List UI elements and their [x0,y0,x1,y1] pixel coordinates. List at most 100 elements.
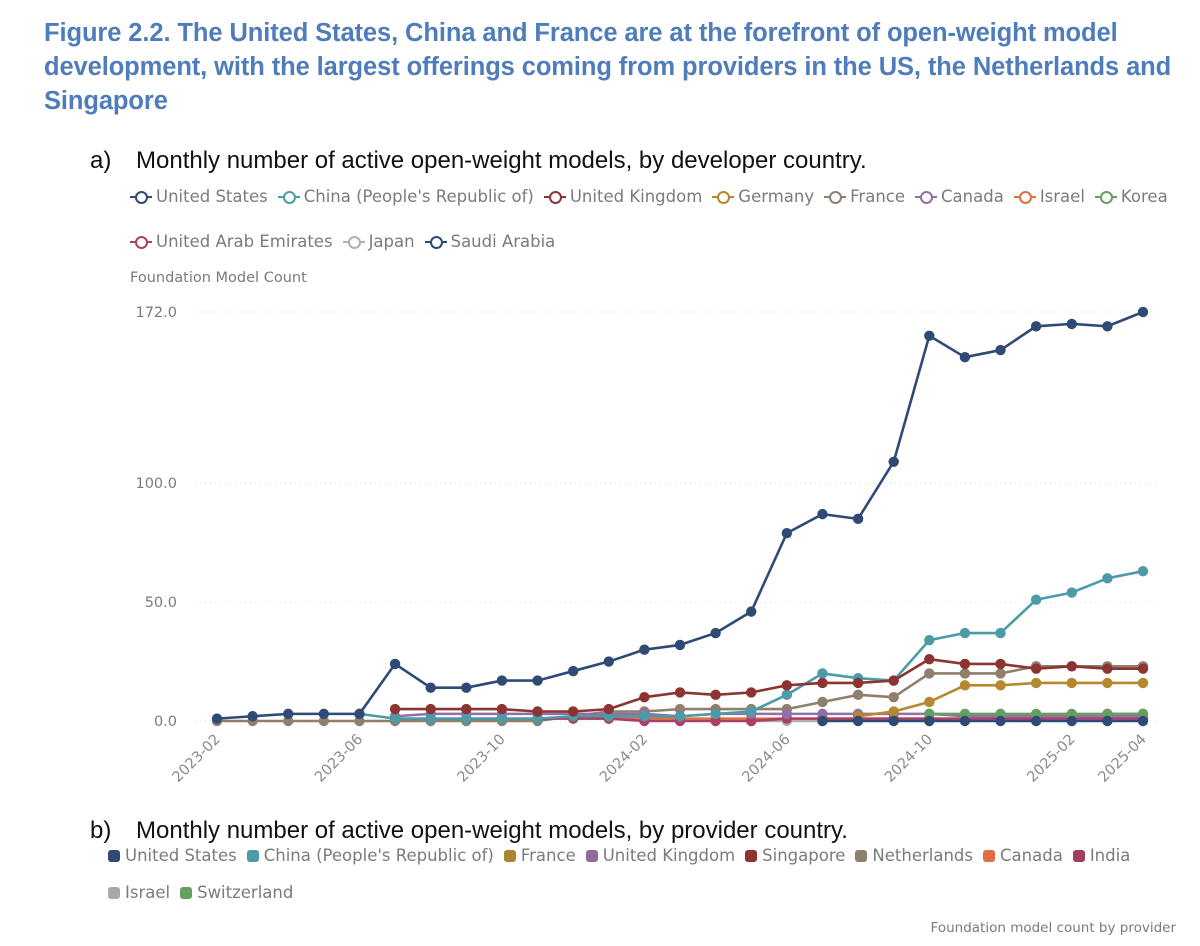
data-point[interactable] [959,680,971,691]
data-point[interactable] [318,715,330,727]
b-legend-item[interactable]: Israel [108,874,170,911]
series-saudi-arabia[interactable] [817,715,1149,727]
data-point[interactable] [1137,677,1149,689]
data-point[interactable] [532,675,543,686]
data-point[interactable] [247,711,258,722]
data-point[interactable] [746,687,757,698]
data-point[interactable] [532,713,543,724]
a-legend-item[interactable]: Japan [342,219,415,264]
data-point[interactable] [603,703,614,715]
data-point[interactable] [425,682,436,693]
a-legend-item[interactable]: China (People's Republic of) [277,174,534,219]
data-point[interactable] [1030,321,1042,332]
data-point[interactable] [496,675,508,686]
a-legend-item[interactable]: United Kingdom [543,174,702,219]
data-point[interactable] [1030,663,1042,674]
data-point[interactable] [995,680,1006,691]
data-point[interactable] [1030,715,1042,727]
data-point[interactable] [496,703,508,715]
data-point[interactable] [1102,321,1113,332]
data-point[interactable] [817,668,828,679]
series-united-states[interactable] [211,306,1149,724]
data-point[interactable] [781,680,793,691]
data-point[interactable] [639,692,650,703]
data-point[interactable] [995,715,1006,727]
data-point[interactable] [710,689,721,701]
data-point[interactable] [888,692,899,703]
data-point[interactable] [639,711,650,722]
a-legend-item[interactable]: Korea [1094,174,1168,219]
b-legend-item[interactable]: Netherlands [855,837,973,874]
data-point[interactable] [354,715,365,727]
data-point[interactable] [924,653,935,665]
data-point[interactable] [1066,708,1077,720]
data-point[interactable] [710,708,721,720]
data-point[interactable] [888,715,899,727]
data-point[interactable] [781,689,793,701]
data-point[interactable] [995,708,1006,720]
b-legend-item[interactable]: United States [108,837,237,874]
a-legend-item[interactable]: France [824,174,905,219]
data-point[interactable] [817,708,828,720]
data-point[interactable] [354,708,365,720]
data-point[interactable] [1102,677,1113,689]
data-point[interactable] [817,508,828,520]
data-point[interactable] [1066,318,1077,330]
data-point[interactable] [924,330,935,341]
data-point[interactable] [959,715,971,727]
data-point[interactable] [710,715,721,727]
data-point[interactable] [389,703,401,715]
data-point[interactable] [1066,587,1077,598]
data-point[interactable] [781,527,793,539]
b-legend-item[interactable]: China (People's Republic of) [246,837,494,874]
data-point[interactable] [461,713,472,724]
data-point[interactable] [924,696,935,708]
data-point[interactable] [710,627,721,639]
data-point[interactable] [888,706,899,717]
a-legend-item[interactable]: Canada [915,174,1004,219]
data-point[interactable] [924,634,935,646]
data-point[interactable] [959,668,971,679]
b-legend-item[interactable]: India [1072,837,1130,874]
data-point[interactable] [389,713,401,724]
data-point[interactable] [888,675,899,686]
data-point[interactable] [781,708,793,720]
data-point[interactable] [1066,677,1077,689]
data-point[interactable] [567,665,579,677]
data-point[interactable] [746,715,757,727]
data-point[interactable] [746,706,757,717]
data-point[interactable] [603,656,614,667]
data-point[interactable] [888,456,899,468]
a-legend-item[interactable]: Israel [1013,174,1085,219]
data-point[interactable] [1030,677,1042,689]
data-point[interactable] [1102,573,1113,584]
data-point[interactable] [1066,661,1077,672]
series-korea[interactable] [924,708,1149,720]
data-point[interactable] [211,713,223,724]
data-point[interactable] [674,687,686,698]
data-point[interactable] [1030,594,1042,605]
data-point[interactable] [674,703,686,715]
data-point[interactable] [1137,715,1149,727]
b-legend-item[interactable]: United Kingdom [585,837,735,874]
data-point[interactable] [283,715,294,727]
data-point[interactable] [746,606,757,617]
data-point[interactable] [1137,663,1149,674]
data-point[interactable] [1137,306,1149,318]
data-point[interactable] [924,668,935,679]
data-point[interactable] [959,351,971,363]
b-legend-item[interactable]: France [503,837,576,874]
data-point[interactable] [283,708,294,720]
a-legend-item[interactable]: United Arab Emirates [130,219,333,264]
data-point[interactable] [1102,715,1113,727]
data-point[interactable] [852,715,864,727]
data-point[interactable] [389,658,401,670]
data-point[interactable] [924,708,935,720]
data-point[interactable] [959,658,971,670]
data-point[interactable] [817,696,828,708]
a-legend-item[interactable]: Saudi Arabia [424,219,555,264]
b-legend-item[interactable]: Switzerland [180,874,293,911]
data-point[interactable] [959,627,971,639]
data-point[interactable] [567,706,579,717]
series-china-people-s-republic-of[interactable] [354,565,1149,724]
